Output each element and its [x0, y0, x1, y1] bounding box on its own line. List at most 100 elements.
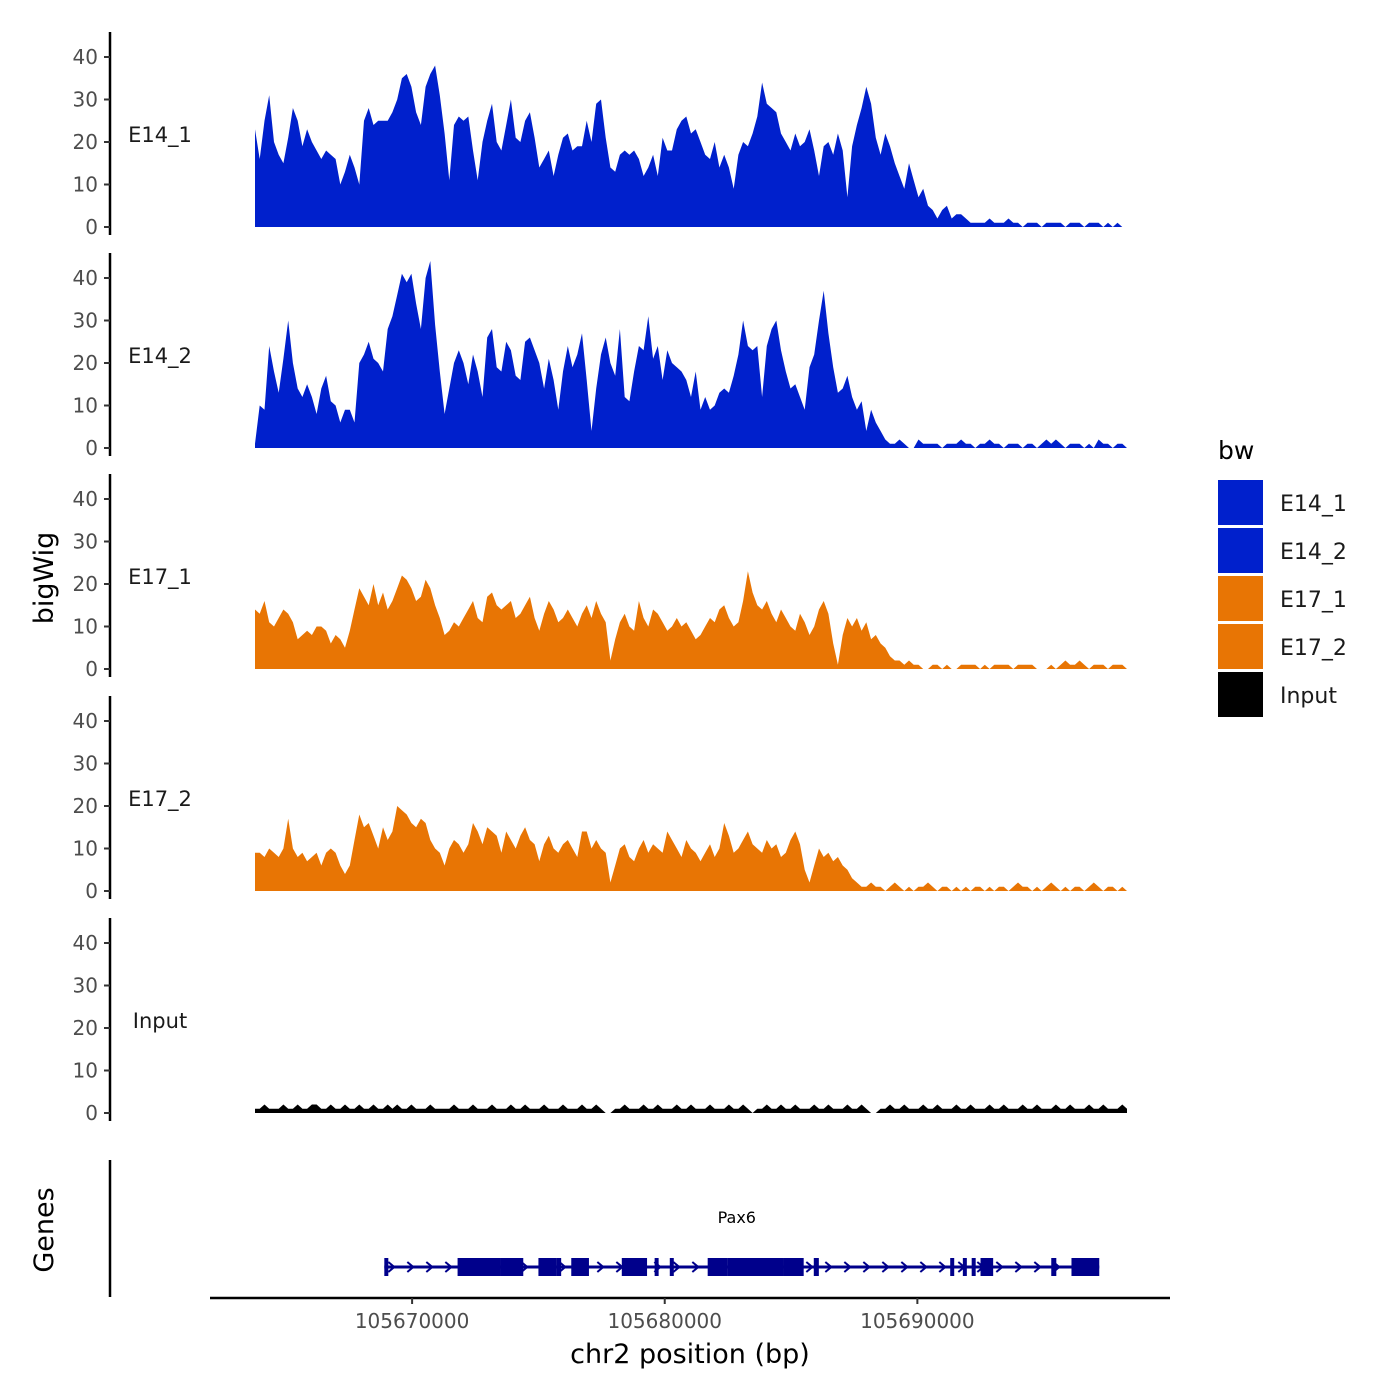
y-tick-label: 30: [73, 309, 98, 333]
track-label: E17_1: [128, 565, 192, 590]
strand-arrow: [843, 1261, 852, 1273]
track-input: 0 10 20 30 40 Input: [73, 918, 1127, 1125]
gene-exon: [654, 1258, 659, 1276]
legend-item-input: Input: [1218, 672, 1337, 717]
legend-items: E14_1 E14_2 E17_1 E17_2 Input: [1218, 480, 1347, 717]
y-tick-label: 0: [85, 879, 98, 903]
legend-label: E14_1: [1280, 492, 1347, 517]
strand-arrow: [520, 1261, 529, 1273]
y-tick-label: 30: [73, 974, 98, 998]
strand-arrow: [900, 1261, 909, 1273]
y-tick-label: 10: [73, 173, 98, 197]
legend-label: Input: [1280, 684, 1337, 709]
strand-arrow: [881, 1261, 890, 1273]
gene-exon: [727, 1258, 784, 1276]
gene-exon: [538, 1258, 557, 1276]
y-axis-title: bigWig: [29, 532, 60, 625]
x-tick-label: 105670000: [355, 1309, 470, 1333]
legend-item-e17-2: E17_2: [1218, 624, 1347, 669]
strand-arrow: [1033, 1261, 1042, 1273]
y-tick-label: 20: [73, 351, 98, 375]
gene-exon: [707, 1258, 728, 1276]
track-e14-1: 0 10 20 30 40 E14_1: [73, 32, 1127, 239]
genes-axis-title: Genes: [29, 1187, 60, 1272]
y-tick-label: 20: [73, 1016, 98, 1040]
gene-track: Pax6: [108, 1160, 1100, 1297]
track-label: E14_1: [128, 123, 192, 148]
area-e14-1: [255, 65, 1127, 227]
area-input: [255, 1104, 1127, 1113]
y-tick-label: 40: [73, 45, 98, 69]
y-tick-label: 0: [85, 1101, 98, 1125]
legend: bw E14_1 E14_2 E17_1 E17_2 Input: [1218, 436, 1347, 717]
gene-exon: [457, 1258, 501, 1276]
y-tick-label: 40: [73, 266, 98, 290]
strand-arrow: [938, 1261, 947, 1273]
y-tick-label: 20: [73, 572, 98, 596]
gene-label: Pax6: [718, 1208, 756, 1227]
legend-item-e14-2: E14_2: [1218, 528, 1347, 573]
track-label: Input: [133, 1009, 187, 1033]
y-tick-label: 40: [73, 709, 98, 733]
legend-swatch: [1218, 528, 1263, 573]
y-tick-label: 10: [73, 837, 98, 861]
gene-exon: [669, 1258, 674, 1276]
legend-swatch: [1218, 576, 1263, 621]
track-e17-1: 0 10 20 30 40 E17_1: [73, 474, 1127, 681]
legend-item-e17-1: E17_1: [1218, 576, 1347, 621]
legend-swatch: [1218, 624, 1263, 669]
strand-arrow: [444, 1261, 453, 1273]
track-label: E17_2: [128, 787, 192, 812]
gene-exon: [571, 1258, 589, 1276]
y-tick-label: 0: [85, 657, 98, 681]
gene-exon: [384, 1258, 389, 1276]
x-tick-label: 105680000: [607, 1309, 722, 1333]
strand-arrow: [995, 1261, 1004, 1273]
legend-label: E17_1: [1280, 588, 1347, 613]
strand-arrow: [672, 1261, 681, 1273]
gene-exon: [971, 1258, 976, 1276]
gene-exon: [962, 1258, 967, 1276]
y-tick-label: 10: [73, 394, 98, 418]
x-tick-label: 105690000: [860, 1309, 975, 1333]
strand-arrow: [596, 1261, 605, 1273]
area-e17-1: [255, 571, 1127, 669]
y-tick-label: 0: [85, 215, 98, 239]
gene-exon: [1071, 1258, 1100, 1276]
x-axis: 105670000 105680000 105690000: [210, 1296, 1170, 1333]
gene-exon: [813, 1258, 819, 1276]
track-e17-2: 0 10 20 30 40 E17_2: [73, 696, 1127, 903]
y-tick-label: 10: [73, 1059, 98, 1083]
y-tick-label: 10: [73, 615, 98, 639]
strand-arrow: [406, 1261, 415, 1273]
strand-arrow: [1014, 1261, 1023, 1273]
gene-exon: [500, 1258, 524, 1276]
gene-exon: [950, 1258, 955, 1276]
legend-label: E17_2: [1280, 636, 1347, 661]
strand-arrow: [691, 1261, 700, 1273]
strand-arrow: [558, 1261, 567, 1273]
y-tick-label: 40: [73, 931, 98, 955]
y-tick-label: 0: [85, 436, 98, 460]
strand-arrow: [805, 1261, 814, 1273]
gene-pax6: Pax6: [384, 1208, 1100, 1276]
strand-arrow: [862, 1261, 871, 1273]
gene-exon: [980, 1258, 994, 1276]
legend-swatch: [1218, 672, 1263, 717]
area-e17-2: [255, 806, 1127, 891]
y-tick-label: 30: [73, 752, 98, 776]
legend-swatch: [1218, 480, 1263, 525]
gene-exon: [783, 1258, 804, 1276]
y-tick-label: 30: [73, 88, 98, 112]
signal-tracks: 0 10 20 30 40 E14_1 0 10 20 30 40 E14_2 0 10 20 30 40 E17…: [73, 32, 1127, 1125]
legend-item-e14-1: E14_1: [1218, 480, 1347, 525]
strand-arrow: [824, 1261, 833, 1273]
legend-label: E14_2: [1280, 540, 1347, 565]
x-axis-title: chr2 position (bp): [570, 1339, 810, 1370]
y-tick-label: 20: [73, 130, 98, 154]
y-tick-label: 30: [73, 530, 98, 554]
strand-arrow: [425, 1261, 434, 1273]
gene-exon: [556, 1258, 562, 1276]
gene-exon: [621, 1258, 648, 1276]
